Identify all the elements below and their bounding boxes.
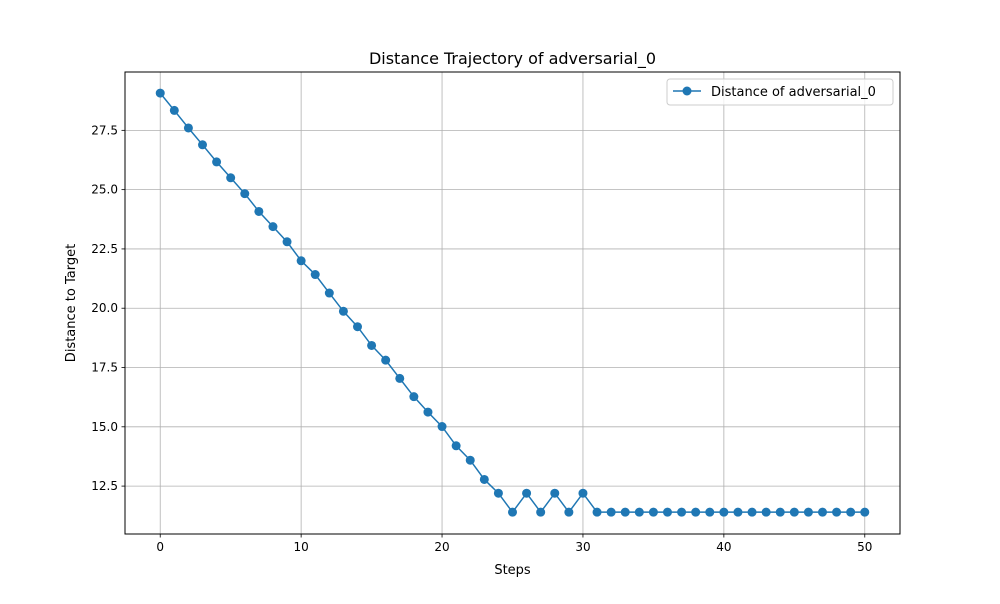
legend-marker-swatch [682,86,692,96]
plot-area [125,72,900,534]
data-point [395,373,405,383]
legend-frame [666,78,894,106]
y-tick-label: 15.0 [91,420,118,434]
x-axis-label: Steps [494,563,531,578]
data-point [761,507,771,517]
data-point [522,488,532,498]
data-point [592,507,602,517]
data-point [423,407,433,417]
data-point [719,507,729,517]
data-point [832,507,842,517]
data-point [733,507,743,517]
data-point [479,474,489,484]
data-point [648,507,658,517]
data-point [606,507,616,517]
legend-label: Distance of adversarial_0 [711,85,876,100]
data-point [451,441,461,451]
data-point [367,340,377,350]
data-point [240,189,250,199]
data-point [212,157,222,167]
x-tick-label: 0 [156,540,164,554]
y-tick-label: 17.5 [91,361,118,375]
data-point [409,392,419,402]
data-point [324,288,334,298]
x-axis-ticks: 0 10 20 30 40 50 [156,534,872,554]
data-point [268,222,278,232]
data-point [353,322,362,332]
x-tick-label: 40 [716,540,731,554]
data-point [564,507,574,517]
plot-frame [124,71,901,535]
data-point [310,270,320,280]
data-point [381,355,391,365]
data-point [198,140,207,150]
data-point [705,507,715,517]
y-tick-label: 25.0 [91,183,118,197]
y-tick-label: 27.5 [91,123,118,137]
data-point [465,455,475,465]
data-point [493,488,503,498]
data-point [775,507,785,517]
y-tick-label: 22.5 [91,242,118,256]
data-point [536,507,546,517]
data-point [747,507,757,517]
data-point [183,123,193,133]
data-point [846,507,856,517]
legend: Distance of adversarial_0 [666,78,894,106]
y-axis-label: Distance to Target [64,244,79,362]
data-point [226,173,236,183]
data-point [550,488,560,498]
data-point [578,488,588,498]
data-series [155,88,870,517]
grid-lines [125,72,900,534]
data-point [634,507,644,517]
y-axis-ticks: 12.5 15.0 17.5 20.0 22.5 25.0 27.5 [91,123,125,493]
data-point [338,306,348,316]
data-point [169,105,179,115]
data-point [789,507,799,517]
data-point [860,507,870,517]
data-point [677,507,687,517]
data-point [437,422,447,432]
x-tick-label: 50 [857,540,872,554]
x-tick-label: 20 [434,540,449,554]
chart-title: Distance Trajectory of adversarial_0 [369,49,656,69]
data-point [508,507,517,517]
data-point [282,237,292,247]
data-point [620,507,630,517]
data-point [155,88,165,98]
x-tick-label: 30 [575,540,590,554]
data-point [803,507,813,517]
data-point [663,507,672,517]
data-point [254,206,264,216]
y-tick-label: 20.0 [91,301,118,315]
data-point [296,256,306,266]
data-point [691,507,701,517]
x-tick-label: 10 [293,540,308,554]
y-tick-label: 12.5 [91,479,118,493]
data-point [818,507,827,517]
